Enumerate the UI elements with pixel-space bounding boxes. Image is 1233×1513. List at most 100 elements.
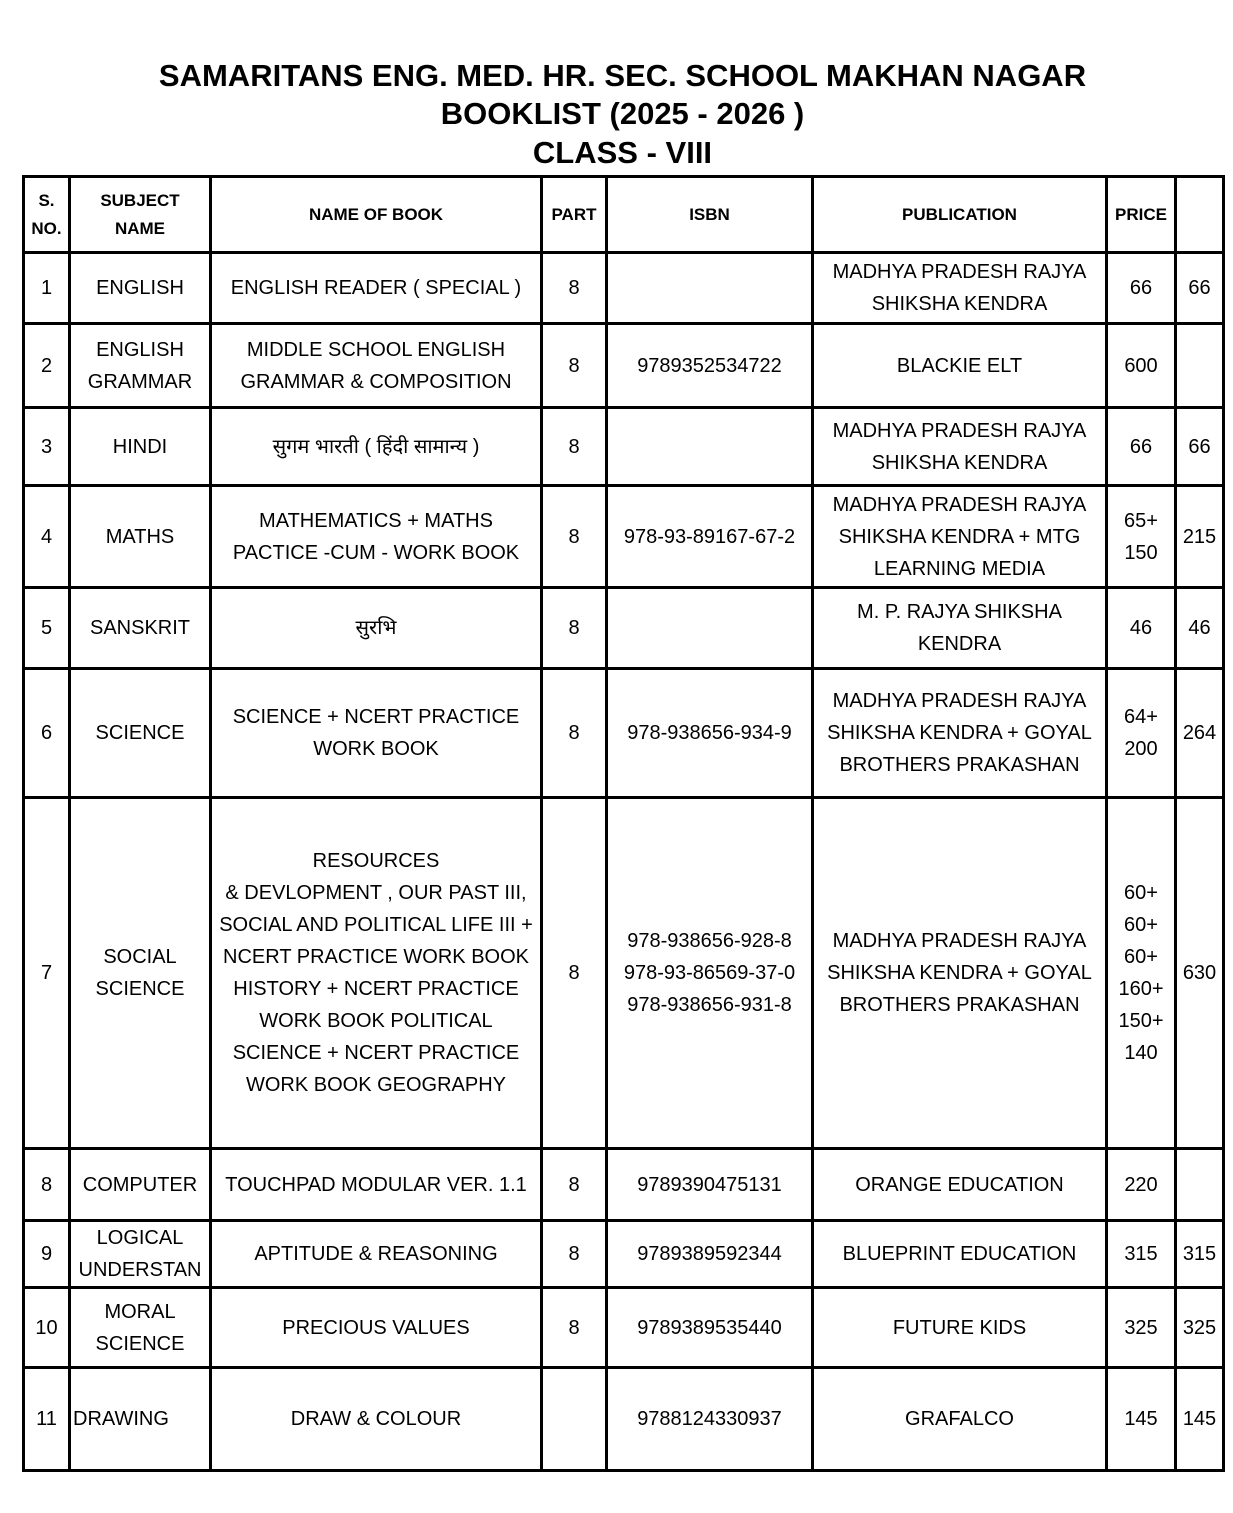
table-row: 7 SOCIAL SCIENCE RESOURCES & DEVLOPMENT , … (22, 796, 1225, 1150)
cell-total: 630 (1174, 796, 1225, 1150)
cell-publication: MADHYA PRADESH RAJYA SHIKSHA KENDRA (811, 406, 1108, 487)
cell-subject: DRAWING (68, 1366, 212, 1472)
cell-subject: ENGLISH (68, 251, 212, 325)
cell-subject: SANSKRIT (68, 586, 212, 670)
cell-subject: LOGICAL UNDERSTAN (68, 1219, 212, 1289)
cell-book: MATHEMATICS + MATHS PACTICE -CUM - WORK … (209, 484, 543, 589)
cell-isbn: 9789389592344 (605, 1219, 814, 1289)
col-publication: PUBLICATION (811, 175, 1108, 254)
cell-subject: SCIENCE (68, 667, 212, 799)
cell-publication: BLACKIE ELT (811, 322, 1108, 409)
cell-total: 325 (1174, 1286, 1225, 1369)
cell-publication: GRAFALCO (811, 1366, 1108, 1472)
cell-sno: 3 (22, 406, 71, 487)
cell-isbn: 978-93-89167-67-2 (605, 484, 814, 589)
cell-part: 8 (540, 796, 608, 1150)
cell-total: 66 (1174, 251, 1225, 325)
cell-isbn: 978-938656-928-8 978-93-86569-37-0 978-9… (605, 796, 814, 1150)
cell-total: 66 (1174, 406, 1225, 487)
cell-sno: 10 (22, 1286, 71, 1369)
cell-subject: MORAL SCIENCE (68, 1286, 212, 1369)
cell-price: 64+ 200 (1105, 667, 1177, 799)
cell-isbn: 978-938656-934-9 (605, 667, 814, 799)
cell-sno: 9 (22, 1219, 71, 1289)
cell-book: ENGLISH READER ( SPECIAL ) (209, 251, 543, 325)
table-row: 6 SCIENCE SCIENCE + NCERT PRACTICE WORK BO… (22, 667, 1225, 799)
cell-sno: 2 (22, 322, 71, 409)
cell-publication: MADHYA PRADESH RAJYA SHIKSHA KENDRA + MT… (811, 484, 1108, 589)
cell-part: 8 (540, 586, 608, 670)
cell-total: 215 (1174, 484, 1225, 589)
cell-total: 315 (1174, 1219, 1225, 1289)
cell-book: RESOURCES & DEVLOPMENT , OUR PAST III, S… (209, 796, 543, 1150)
cell-book: APTITUDE & REASONING (209, 1219, 543, 1289)
cell-isbn (605, 406, 814, 487)
cell-total: 264 (1174, 667, 1225, 799)
cell-publication: M. P. RAJYA SHIKSHA KENDRA (811, 586, 1108, 670)
cell-total (1174, 1147, 1225, 1222)
table-row: 8 COMPUTER TOUCHPAD MODULAR VER. 1.1 8 97893… (22, 1147, 1225, 1222)
cell-price: 325 (1105, 1286, 1177, 1369)
cell-subject: HINDI (68, 406, 212, 487)
cell-total: 46 (1174, 586, 1225, 670)
cell-price: 145 (1105, 1366, 1177, 1472)
cell-sno: 11 (22, 1366, 71, 1472)
header-row: S. NO. SUBJECT NAME NAME OF BOOK PART IS… (22, 175, 1225, 254)
cell-price: 60+ 60+ 60+ 160+ 150+ 140 (1105, 796, 1177, 1150)
class-title: CLASS - VIII (532, 135, 713, 170)
cell-price: 220 (1105, 1147, 1177, 1222)
cell-isbn: 9788124330937 (605, 1366, 814, 1472)
cell-book: DRAW & COLOUR (209, 1366, 543, 1472)
cell-isbn: 9789352534722 (605, 322, 814, 409)
col-sno: S. NO. (22, 175, 71, 254)
col-total (1174, 175, 1225, 254)
cell-isbn: 9789389535440 (605, 1286, 814, 1369)
cell-publication: MADHYA PRADESH RAJYA SHIKSHA KENDRA + GO… (811, 667, 1108, 799)
cell-part: 8 (540, 322, 608, 409)
cell-publication: MADHYA PRADESH RAJYA SHIKSHA KENDRA + GO… (811, 796, 1108, 1150)
cell-price: 46 (1105, 586, 1177, 670)
table-row: 2 ENGLISH GRAMMAR MIDDLE SCHOOL ENGLISH GR… (22, 322, 1225, 409)
cell-isbn (605, 586, 814, 670)
cell-sno: 8 (22, 1147, 71, 1222)
cell-subject: SOCIAL SCIENCE (68, 796, 212, 1150)
cell-book: सुगम भारती ( हिंदी सामान्य ) (209, 406, 543, 487)
table-row: 10 MORAL SCIENCE PRECIOUS VALUES 8 978938953… (22, 1286, 1225, 1369)
cell-sno: 4 (22, 484, 71, 589)
cell-price: 600 (1105, 322, 1177, 409)
table-row: 4 MATHS MATHEMATICS + MATHS PACTICE -CUM -… (22, 484, 1225, 589)
cell-part: 8 (540, 1147, 608, 1222)
cell-part: 8 (540, 667, 608, 799)
cell-part: 8 (540, 1286, 608, 1369)
cell-subject: COMPUTER (68, 1147, 212, 1222)
cell-sno: 7 (22, 796, 71, 1150)
cell-price: 66 (1105, 406, 1177, 487)
cell-publication: ORANGE EDUCATION (811, 1147, 1108, 1222)
col-subject: SUBJECT NAME (68, 175, 212, 254)
cell-price: 65+ 150 (1105, 484, 1177, 589)
cell-part (540, 1366, 608, 1472)
cell-sno: 6 (22, 667, 71, 799)
cell-total (1174, 322, 1225, 409)
cell-part: 8 (540, 1219, 608, 1289)
cell-price: 66 (1105, 251, 1177, 325)
cell-total: 145 (1174, 1366, 1225, 1472)
cell-subject: ENGLISH GRAMMAR (68, 322, 212, 409)
cell-part: 8 (540, 251, 608, 325)
table-row: 9 LOGICAL UNDERSTAN APTITUDE & REASONING 8 9… (22, 1219, 1225, 1289)
cell-sno: 1 (22, 251, 71, 325)
cell-publication: BLUEPRINT EDUCATION (811, 1219, 1108, 1289)
cell-book: PRECIOUS VALUES (209, 1286, 543, 1369)
cell-isbn: 9789390475131 (605, 1147, 814, 1222)
cell-part: 8 (540, 406, 608, 487)
col-isbn: ISBN (605, 175, 814, 254)
col-price: PRICE (1105, 175, 1177, 254)
cell-book: SCIENCE + NCERT PRACTICE WORK BOOK (209, 667, 543, 799)
table-row: 3 HINDI सुगम भारती ( हिंदी सामान्य ) 8 MADHY… (22, 406, 1225, 487)
col-part: PART (540, 175, 608, 254)
table-row: 11 DRAWING DRAW & COLOUR 9788124330937 GRAFA… (22, 1366, 1225, 1472)
cell-price: 315 (1105, 1219, 1177, 1289)
table-row: 5 SANSKRIT सुरभि 8 M. P. RAJYA SHIKSHA KENDR… (22, 586, 1225, 670)
col-book: NAME OF BOOK (209, 175, 543, 254)
school-name: SAMARITANS ENG. MED. HR. SEC. SCHOOL MAK… (158, 58, 1087, 93)
